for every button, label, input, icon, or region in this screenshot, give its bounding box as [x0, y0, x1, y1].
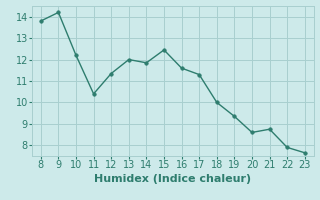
X-axis label: Humidex (Indice chaleur): Humidex (Indice chaleur)	[94, 174, 252, 184]
